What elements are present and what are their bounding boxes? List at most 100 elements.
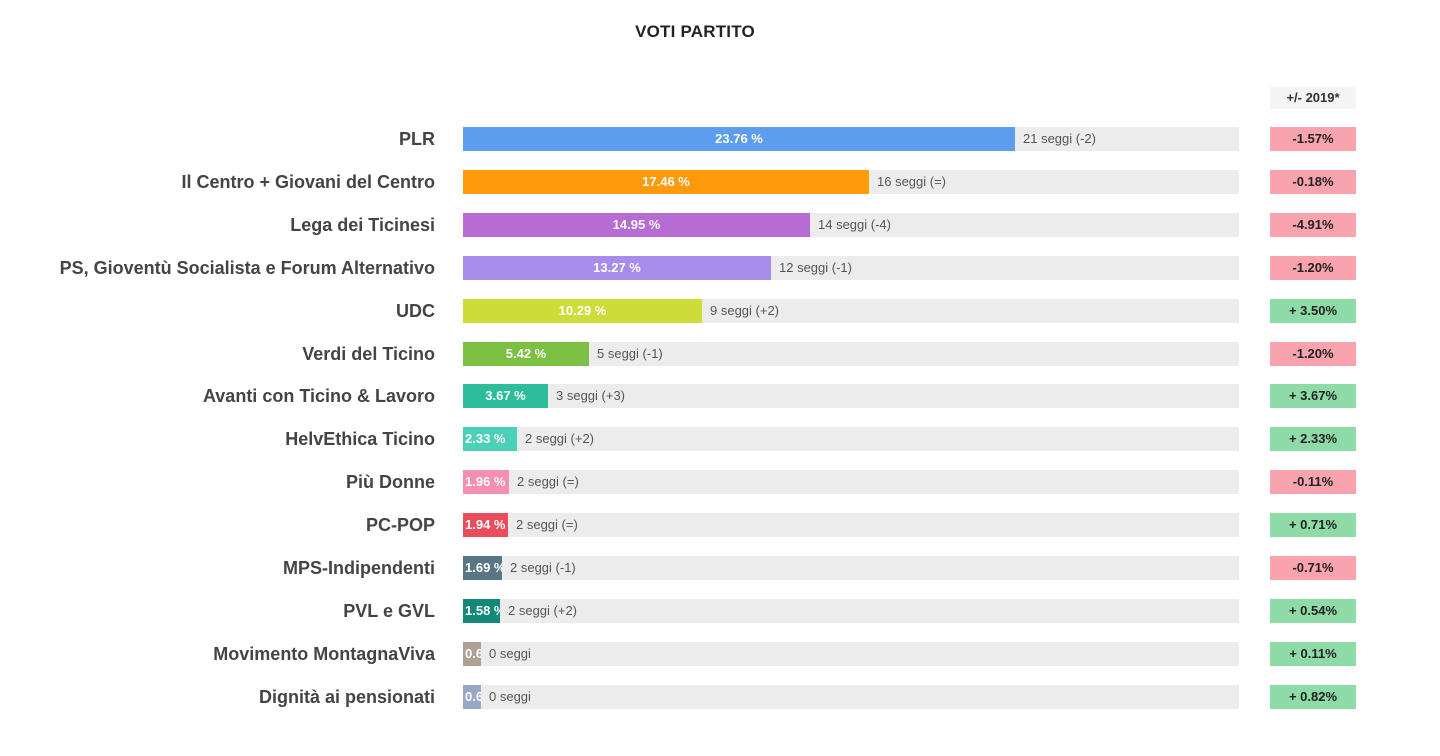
vote-bar: 0.6 [463, 641, 481, 666]
seats-label: 2 seggi (=) [516, 517, 578, 533]
vote-bar: 1.69 % [463, 556, 502, 580]
party-label: Dignità ai pensionati [258, 686, 435, 707]
seats-label: 9 seggi (+2) [710, 302, 780, 318]
party-label: PS, Gioventù Socialista e Forum Alternat… [59, 257, 435, 278]
bar-track: 1.69 % 2 seggi (-1) [463, 556, 1239, 580]
bar-track: 1.96 % 2 seggi (=) [463, 470, 1239, 495]
seats-label: 2 seggi (+2) [525, 431, 595, 447]
vote-bar: 1.94 % [463, 513, 508, 538]
vote-percent-label: 1.58 % [465, 602, 500, 618]
party-row: Movimento MontagnaViva 0.6 0 seggi + 0.11% [0, 641, 1440, 666]
party-row: Dignità ai pensionati 0.6 0 seggi + 0.82% [0, 684, 1440, 709]
party-label: Avanti con Ticino & Lavoro [202, 386, 435, 407]
bar-track: 1.94 % 2 seggi (=) [463, 513, 1239, 538]
party-row: PS, Gioventù Socialista e Forum Alternat… [0, 255, 1440, 280]
seats-label: 21 seggi (-2) [1023, 131, 1096, 146]
party-row: UDC 10.29 % 9 seggi (+2) + 3.50% [0, 298, 1440, 323]
change-badge: -0.18% [1270, 169, 1356, 194]
bar-track: 13.27 % 12 seggi (-1) [463, 255, 1239, 280]
chart-title: VOTI PARTITO [635, 22, 755, 41]
bar-track: 0.6 0 seggi [463, 641, 1239, 666]
party-row: Avanti con Ticino & Lavoro 3.67 % 3 seggi … [0, 384, 1440, 409]
change-badge: + 0.71% [1270, 513, 1356, 538]
vote-percent-label: 14.95 % [612, 216, 661, 232]
change-badge: + 3.50% [1270, 298, 1356, 323]
bar-track: 3.67 % 3 seggi (+3) [463, 384, 1239, 409]
vote-bar: 1.96 % [463, 470, 509, 495]
vote-percent-label: 17.46 % [642, 173, 690, 189]
party-row: PLR 23.76 % 21 seggi (-2) -1.57% [0, 127, 1440, 151]
change-badge: + 0.54% [1270, 598, 1356, 623]
change-badge: -1.20% [1270, 255, 1356, 280]
change-badge: -0.71% [1270, 556, 1356, 580]
party-label: Lega dei Ticinesi [290, 214, 435, 235]
bar-track: 5.42 % 5 seggi (-1) [463, 341, 1239, 366]
vote-bar: 13.27 % [463, 255, 771, 280]
change-badge: + 0.82% [1270, 684, 1356, 709]
party-row: MPS-Indipendenti 1.69 % 2 seggi (-1) -0.71% [0, 556, 1440, 580]
party-label: UDC [396, 300, 435, 321]
seats-label: 5 seggi (-1) [597, 345, 663, 361]
party-row: PC-POP 1.94 % 2 seggi (=) + 0.71% [0, 513, 1440, 538]
seats-label: 12 seggi (-1) [779, 259, 852, 275]
seats-label: 16 seggi (=) [877, 173, 947, 189]
vote-bar: 3.67 % [463, 384, 548, 409]
change-badge: + 2.33% [1270, 427, 1356, 452]
party-row: Più Donne 1.96 % 2 seggi (=) -0.11% [0, 470, 1440, 495]
vote-percent-label: 1.96 % [465, 474, 506, 490]
bar-track: 23.76 % 21 seggi (-2) [463, 127, 1239, 151]
seats-label: 2 seggi (=) [517, 474, 579, 490]
vote-bar: 23.76 % [463, 127, 1015, 151]
party-row: HelvEthica Ticino 2.33 % 2 seggi (+2) + 2.3… [0, 427, 1440, 452]
vote-bar: 2.33 % [463, 427, 517, 452]
seats-label: 2 seggi (+2) [508, 602, 578, 618]
party-label: Verdi del Ticino [302, 343, 435, 364]
bar-track: 14.95 % 14 seggi (-4) [463, 212, 1239, 237]
vote-percent-label: 0.6 [465, 688, 481, 704]
party-label: Più Donne [346, 472, 435, 493]
party-label: PC-POP [365, 515, 435, 536]
vote-percent-label: 1.94 % [465, 517, 506, 533]
party-row: Lega dei Ticinesi 14.95 % 14 seggi (-4) -4.… [0, 212, 1440, 237]
vote-bar: 14.95 % [463, 212, 810, 237]
vote-percent-label: 1.69 % [465, 560, 502, 575]
vote-percent-label: 2.33 % [465, 431, 506, 447]
bar-track: 2.33 % 2 seggi (+2) [463, 427, 1239, 452]
vote-percent-label: 0.6 [465, 645, 481, 661]
vote-bar: 17.46 % [463, 169, 869, 194]
vote-percent-label: 23.76 % [715, 131, 763, 146]
bar-track: 10.29 % 9 seggi (+2) [463, 298, 1239, 323]
party-row: Il Centro + Giovani del Centro 17.46 % 16 … [0, 169, 1440, 194]
vote-percent-label: 3.67 % [485, 388, 526, 404]
seats-label: 14 seggi (-4) [818, 216, 891, 232]
vote-bar: 0.6 [463, 684, 481, 709]
seats-label: 0 seggi [489, 645, 531, 661]
bar-track: 0.6 0 seggi [463, 684, 1239, 709]
bar-track: 1.58 % 2 seggi (+2) [463, 598, 1239, 623]
change-badge: -0.11% [1270, 470, 1356, 495]
change-badge: -1.57% [1270, 127, 1356, 151]
party-label: Il Centro + Giovani del Centro [181, 171, 435, 192]
vote-percent-label: 13.27 % [593, 259, 641, 275]
vote-bar: 1.58 % [463, 598, 500, 623]
party-label: MPS-Indipendenti [283, 558, 435, 578]
bar-track: 17.46 % 16 seggi (=) [463, 169, 1239, 194]
change-column-header: +/- 2019* [1270, 87, 1356, 109]
change-badge: -1.20% [1270, 341, 1356, 366]
party-label: Movimento MontagnaViva [213, 643, 435, 664]
seats-label: 3 seggi (+3) [556, 388, 626, 404]
seats-label: 0 seggi [489, 688, 531, 704]
vote-percent-label: 5.42 % [505, 345, 547, 361]
party-label: HelvEthica Ticino [285, 429, 435, 450]
vote-percent-label: 10.29 % [558, 302, 607, 318]
party-label: PLR [399, 129, 435, 149]
change-badge: + 0.11% [1270, 641, 1356, 666]
vote-bar: 10.29 % [463, 298, 702, 323]
vote-bar: 5.42 % [463, 341, 589, 366]
change-badge: + 3.67% [1270, 384, 1356, 409]
party-row: Verdi del Ticino 5.42 % 5 seggi (-1) -1.20% [0, 341, 1440, 366]
seats-label: 2 seggi (-1) [510, 560, 576, 575]
change-badge: -4.91% [1270, 212, 1356, 237]
party-row: PVL e GVL 1.58 % 2 seggi (+2) + 0.54% [0, 598, 1440, 623]
